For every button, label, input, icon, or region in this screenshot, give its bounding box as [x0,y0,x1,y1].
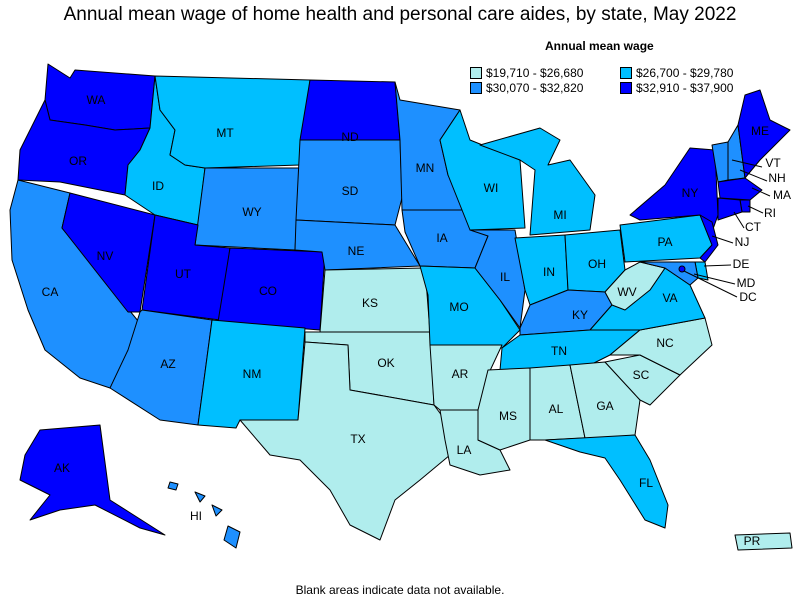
state-label-wv: WV [617,285,636,299]
legend-label: $32,910 - $37,900 [636,81,734,95]
state-label-fl: FL [639,476,653,490]
state-label-ok: OK [377,356,394,370]
state-label-ms: MS [499,409,517,423]
state-label-or: OR [69,154,87,168]
state-label-ne: NE [348,244,365,258]
state-wi[interactable] [439,109,526,231]
state-label-ar: AR [452,367,469,381]
state-label-az: AZ [160,357,175,371]
footnote: Blank areas indicate data not available. [295,583,505,597]
state-label-wi: WI [484,181,499,195]
leader-lines [683,159,771,298]
legend-label: $30,070 - $32,820 [486,81,584,95]
state-label-ut: UT [175,267,192,281]
state-dc[interactable] [678,265,686,273]
legend-title: Annual mean wage [545,39,654,53]
state-label-md: MD [737,276,756,290]
state-ma[interactable] [717,177,763,201]
state-label-sd: SD [342,184,359,198]
state-label-mt: MT [216,126,234,140]
state-label-nv: NV [97,249,114,263]
state-label-in: IN [543,265,555,279]
state-label-sc: SC [633,368,650,382]
state-label-ct: CT [745,220,762,234]
state-label-oh: OH [588,257,606,271]
legend-item-third: $30,070 - $32,820 [470,81,583,95]
legend-swatch [470,82,482,94]
state-label-la: LA [457,443,472,457]
state-label-wy: WY [242,205,261,219]
state-label-al: AL [549,402,564,416]
state-label-nm: NM [243,367,262,381]
state-label-ri: RI [764,206,776,220]
state-label-ca: CA [42,285,59,299]
state-label-wa: WA [87,93,106,107]
legend-swatch [470,67,482,79]
legend-label: $26,700 - $29,780 [636,66,734,80]
state-me[interactable] [737,89,791,179]
state-label-il: IL [500,270,510,284]
state-label-de: DE [733,257,750,271]
state-label-nj: NJ [735,235,750,249]
state-label-ks: KS [362,296,378,310]
state-label-tx: TX [350,432,365,446]
state-label-ga: GA [596,399,613,413]
state-label-mn: MN [416,161,435,175]
state-label-ny: NY [682,186,699,200]
page-title: Annual mean wage of home health and pers… [63,4,737,25]
state-label-tn: TN [551,344,567,358]
state-label-nc: NC [656,336,674,350]
state-ct[interactable] [717,197,743,221]
state-label-ky: KY [572,308,588,322]
state-sd[interactable] [295,139,403,226]
legend-swatch [620,67,632,79]
state-label-pr: PR [744,534,761,548]
legend-label: $19,710 - $26,680 [486,66,584,80]
state-mi[interactable] [479,127,596,236]
legend-swatch [620,82,632,94]
state-label-me: ME [751,124,769,138]
state-label-nh: NH [768,171,785,185]
legend-item-lowest: $19,710 - $26,680 [470,66,583,80]
state-label-hi: HI [190,509,202,523]
state-label-mo: MO [449,300,468,314]
state-label-mi: MI [553,208,566,222]
state-hi[interactable] [167,481,241,549]
state-fl[interactable] [544,434,669,529]
state-label-vt: VT [765,156,781,170]
state-sc[interactable] [604,354,681,406]
state-label-ak: AK [54,461,70,475]
legend-item-highest: $32,910 - $37,900 [620,81,733,95]
legend-item-second: $26,700 - $29,780 [620,66,733,80]
state-label-pa: PA [657,235,672,249]
state-wv[interactable] [604,261,666,311]
state-label-nd: ND [341,130,359,144]
state-label-id: ID [152,179,164,193]
state-label-co: CO [259,284,277,298]
state-tx[interactable] [239,341,451,541]
state-label-ma: MA [773,188,791,202]
state-nv[interactable] [61,192,156,313]
state-label-va: VA [662,291,677,305]
state-label-ia: IA [436,231,447,245]
state-mt[interactable] [154,75,311,169]
state-label-dc: DC [739,290,757,304]
state-ak[interactable] [19,424,166,536]
state-pr[interactable] [734,532,793,551]
